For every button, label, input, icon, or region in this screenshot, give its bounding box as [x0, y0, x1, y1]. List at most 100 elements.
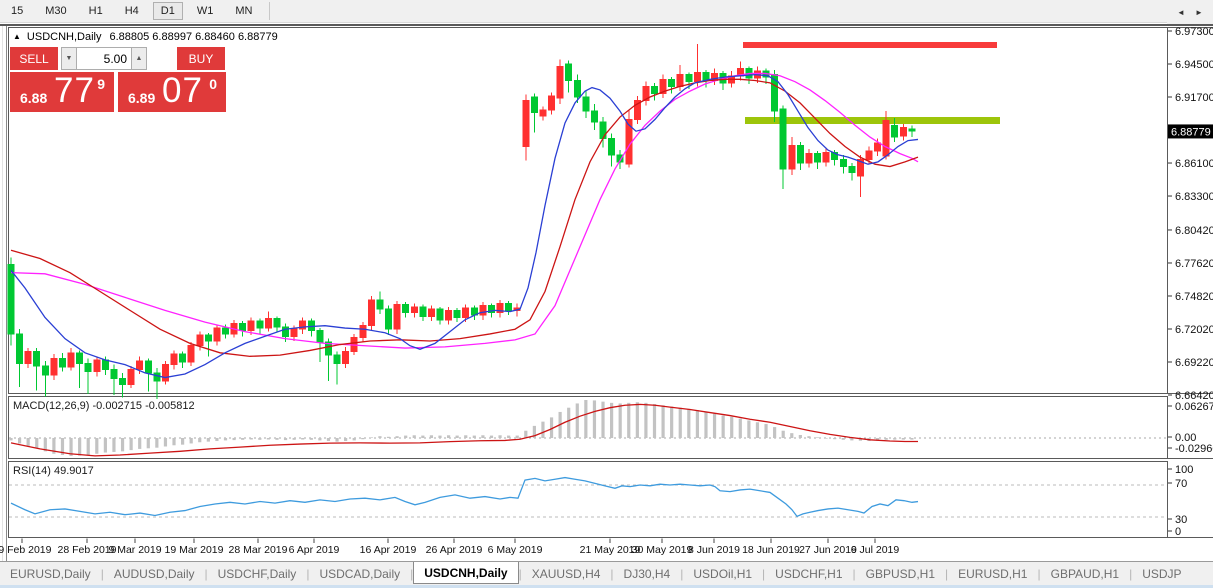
- tab-separator: |: [1129, 566, 1133, 581]
- volume-increase-button[interactable]: ▲: [131, 47, 147, 70]
- buy-price-big: 07: [162, 71, 203, 110]
- tab-separator: |: [762, 566, 766, 581]
- svg-text:6.97300: 6.97300: [1175, 26, 1213, 38]
- svg-text:6.74820: 6.74820: [1175, 291, 1213, 303]
- svg-text:6.91700: 6.91700: [1175, 92, 1213, 104]
- candlestick-series: [7, 43, 916, 399]
- svg-text:70: 70: [1175, 478, 1187, 490]
- chart-tab-usdchf-h1[interactable]: USDCHF,H1: [775, 566, 843, 581]
- svg-text:6.88779: 6.88779: [1171, 126, 1211, 138]
- spin-up-icon: ▲: [135, 55, 143, 62]
- svg-text:6.94500: 6.94500: [1175, 59, 1213, 71]
- macd-panel: [9, 400, 1167, 456]
- rsi-title: RSI(14): [13, 465, 51, 477]
- tab-separator: |: [680, 566, 684, 581]
- timeframe-button-15[interactable]: 15: [11, 5, 24, 17]
- timeframe-button-w1[interactable]: W1: [196, 5, 214, 17]
- svg-text:9 Mar 2019: 9 Mar 2019: [108, 544, 161, 556]
- window-top-border: [0, 24, 1213, 26]
- timeframe-button-h4[interactable]: H4: [124, 5, 139, 17]
- sell-price-panel[interactable]: 6.88 77 9: [10, 71, 114, 112]
- svg-text:6.86100: 6.86100: [1175, 158, 1213, 170]
- svg-text:26 Apr 2019: 26 Apr 2019: [426, 544, 483, 556]
- tab-scroll-left-icon[interactable]: ◄: [1177, 7, 1185, 17]
- svg-text:6.77620: 6.77620: [1175, 258, 1213, 270]
- chart-tab-usdcad-daily[interactable]: USDCAD,Daily: [319, 566, 401, 581]
- tab-separator: |: [610, 566, 614, 581]
- chart-tab-usdchf-daily[interactable]: USDCHF,Daily: [217, 566, 297, 581]
- chart-tab-dj30-h4[interactable]: DJ30,H4: [623, 566, 671, 581]
- window-bottom-edge: [0, 585, 1213, 588]
- svg-text:6 May 2019: 6 May 2019: [488, 544, 543, 556]
- tab-separator: |: [945, 566, 949, 581]
- buy-price-small: 6.89: [128, 90, 156, 106]
- chart-tab-audusd-daily[interactable]: AUDUSD,Daily: [113, 566, 195, 581]
- buy-price-panel[interactable]: 6.89 07 0: [118, 71, 226, 112]
- one-click-trade-widget: SELL ▼ ▲ BUY 6.88 77 9 6.89 07 0: [10, 47, 226, 112]
- chart-tab-eurusd-h1[interactable]: EURUSD,H1: [958, 566, 1028, 581]
- svg-text:0: 0: [1175, 526, 1181, 538]
- timeframe-button-d1[interactable]: D1: [152, 2, 183, 20]
- timeframe-button-m30[interactable]: M30: [45, 5, 67, 17]
- svg-text:0.062675: 0.062675: [1175, 401, 1213, 413]
- macd-title: MACD(12,26,9): [13, 400, 90, 412]
- macd-axis-labels: 0.062675 0.00-0.029668: [1168, 401, 1213, 455]
- toolbar-separator: [269, 2, 271, 20]
- tab-scroll-right-icon[interactable]: ►: [1195, 7, 1203, 17]
- spin-down-icon: ▼: [65, 55, 73, 62]
- rsi-axis-labels: 100 70 300: [1168, 464, 1193, 538]
- macd-indicator-label: MACD(12,26,9) -0.002715 -0.005812: [13, 400, 195, 412]
- svg-text:28 Mar 2019: 28 Mar 2019: [229, 544, 288, 556]
- sell-button[interactable]: SELL: [10, 47, 58, 70]
- svg-text:27 Jun 2019: 27 Jun 2019: [799, 544, 857, 556]
- svg-text:16 Apr 2019: 16 Apr 2019: [360, 544, 417, 556]
- horizontal-level-lines: [743, 42, 1000, 124]
- tab-separator: |: [852, 566, 856, 581]
- tab-scroll-buttons: ◄ ►: [1167, 0, 1213, 24]
- svg-text:0.00: 0.00: [1175, 432, 1196, 444]
- chart-tab-eurusd-daily[interactable]: EURUSD,Daily: [10, 566, 91, 581]
- current-price-badge: 6.88779: [1168, 124, 1213, 139]
- svg-text:18 Jun 2019: 18 Jun 2019: [742, 544, 800, 556]
- rsi-indicator-label: RSI(14) 49.9017: [13, 465, 94, 477]
- svg-text:19 Feb 2019: 19 Feb 2019: [0, 544, 52, 556]
- svg-text:21 May 2019: 21 May 2019: [580, 544, 641, 556]
- svg-text:6.80420: 6.80420: [1175, 225, 1213, 237]
- sell-price-sup: 9: [97, 76, 105, 92]
- volume-input[interactable]: [77, 47, 131, 70]
- chart-canvas[interactable]: 6.97300 6.94500 6.91700 6.86100 6.83300 6.804…: [0, 0, 1213, 561]
- chart-tab-xauusd-h4[interactable]: XAUUSD,H4: [531, 566, 601, 581]
- svg-text:-0.029668: -0.029668: [1175, 443, 1213, 455]
- buy-price-sup: 0: [209, 76, 217, 92]
- tab-separator: |: [1037, 566, 1041, 581]
- chart-tab-gbpusd-h1[interactable]: GBPUSD,H1: [865, 566, 935, 581]
- svg-text:30: 30: [1175, 514, 1187, 526]
- buy-button[interactable]: BUY: [177, 47, 225, 70]
- chart-tab-bar: EURUSD,Daily | AUDUSD,Daily | USDCHF,Daily | U…: [0, 561, 1213, 585]
- macd-values: -0.002715 -0.005812: [92, 400, 195, 412]
- tab-separator: |: [100, 566, 104, 581]
- ma-fast-line: [10, 73, 919, 379]
- rsi-value: 49.9017: [53, 465, 94, 477]
- svg-text:100: 100: [1175, 464, 1193, 476]
- tab-separator: |: [518, 566, 522, 581]
- timeframe-button-h1[interactable]: H1: [88, 5, 103, 17]
- rsi-line: [10, 476, 919, 518]
- chart-tab-usdjp[interactable]: USDJP: [1142, 566, 1182, 581]
- timeframe-button-mn[interactable]: MN: [235, 5, 253, 17]
- volume-decrease-button[interactable]: ▼: [61, 47, 77, 70]
- ma-mid-line: [10, 78, 919, 357]
- ma-slow-line: [10, 72, 919, 349]
- chart-title-bar: ▲ USDCNH,Daily 6.88805 6.88997 6.88460 6.8…: [13, 31, 278, 43]
- price-axis[interactable]: 6.97300 6.94500 6.91700 6.86100 6.83300 6.804…: [1168, 26, 1213, 402]
- timeframe-toolbar: 15 M30 H1 H4 D1 W1 MN: [0, 0, 1213, 23]
- chart-tab-usdcnh-daily[interactable]: USDCNH,Daily: [413, 562, 519, 584]
- chart-tab-usdoil-h1[interactable]: USDOil,H1: [693, 566, 753, 581]
- svg-text:8 Jun 2019: 8 Jun 2019: [688, 544, 740, 556]
- svg-text:6.66420: 6.66420: [1175, 390, 1213, 402]
- collapse-expert-icon[interactable]: ▲: [13, 32, 21, 41]
- svg-text:6.69220: 6.69220: [1175, 357, 1213, 369]
- chart-tab-gbpaud-h1[interactable]: GBPAUD,H1: [1050, 566, 1120, 581]
- tab-separator: |: [410, 566, 414, 581]
